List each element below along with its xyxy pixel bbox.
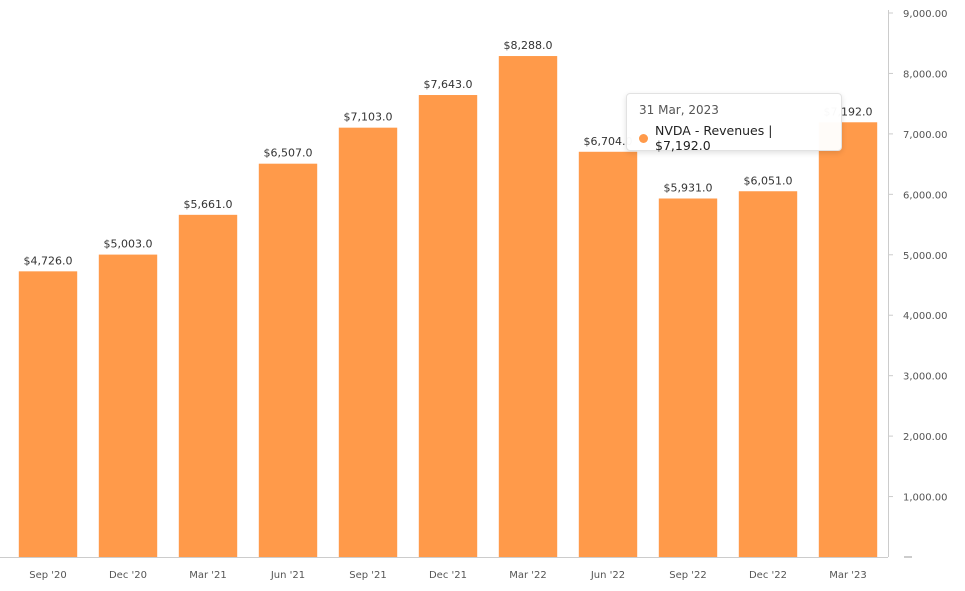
bar-data-label: $7,643.0 (424, 78, 473, 91)
bar-data-label: $6,051.0 (744, 174, 793, 187)
bar-data-label: $7,103.0 (344, 111, 393, 124)
x-tick-label: Jun '21 (270, 570, 305, 581)
bar (18, 271, 78, 557)
x-tick-label: Dec '20 (109, 570, 147, 581)
x-tick-label: Jun '22 (590, 570, 625, 581)
x-tick-label: Dec '21 (429, 570, 467, 581)
bar (258, 163, 318, 558)
bar-data-label: $5,661.0 (184, 198, 233, 211)
bar (818, 122, 878, 557)
bar (578, 151, 638, 557)
bar-data-label: $6,704.0 (584, 135, 633, 148)
y-tick-label: 9,000.00 (903, 9, 948, 20)
x-tick-label: Mar '21 (189, 570, 227, 581)
bar (418, 95, 478, 558)
chart-tooltip: 31 Mar, 2023 NVDA - Revenues | $7,192.0 (626, 93, 842, 153)
y-tick-label: 5,000.00 (903, 251, 948, 262)
bar-data-label: $4,726.0 (24, 254, 73, 267)
bar (338, 127, 398, 557)
x-tick-label: Sep '21 (349, 570, 387, 581)
bar-data-label: $8,288.0 (504, 39, 553, 52)
bar (498, 56, 558, 558)
bar (98, 254, 158, 558)
bar (658, 198, 718, 557)
tooltip-series-dot (639, 133, 648, 143)
tooltip-text: NVDA - Revenues | $7,192.0 (655, 123, 773, 153)
y-tick-label: 3,000.00 (903, 372, 948, 383)
bar-data-label: $5,003.0 (104, 238, 153, 251)
x-tick-label: Sep '20 (29, 570, 67, 581)
y-tick-label: 2,000.00 (903, 432, 948, 443)
y-tick-label: 6,000.00 (903, 190, 948, 201)
y-tick-label: 8,000.00 (903, 69, 948, 80)
tooltip-date: 31 Mar, 2023 (639, 103, 719, 117)
x-tick-label: Mar '23 (829, 570, 867, 581)
bar (738, 191, 798, 557)
tooltip-row: NVDA - Revenues | $7,192.0 (639, 123, 829, 153)
y-tick-label: 7,000.00 (903, 130, 948, 141)
x-tick-label: Dec '22 (749, 570, 787, 581)
x-tick-label: Mar '22 (509, 570, 547, 581)
y-tick-label: 1,000.00 (903, 493, 948, 504)
bar (178, 214, 238, 557)
x-tick-label: Sep '22 (669, 570, 707, 581)
bar-data-label: $6,507.0 (264, 147, 313, 160)
bar-data-label: $5,931.0 (664, 182, 713, 195)
y-tick-label: 4,000.00 (903, 311, 948, 322)
